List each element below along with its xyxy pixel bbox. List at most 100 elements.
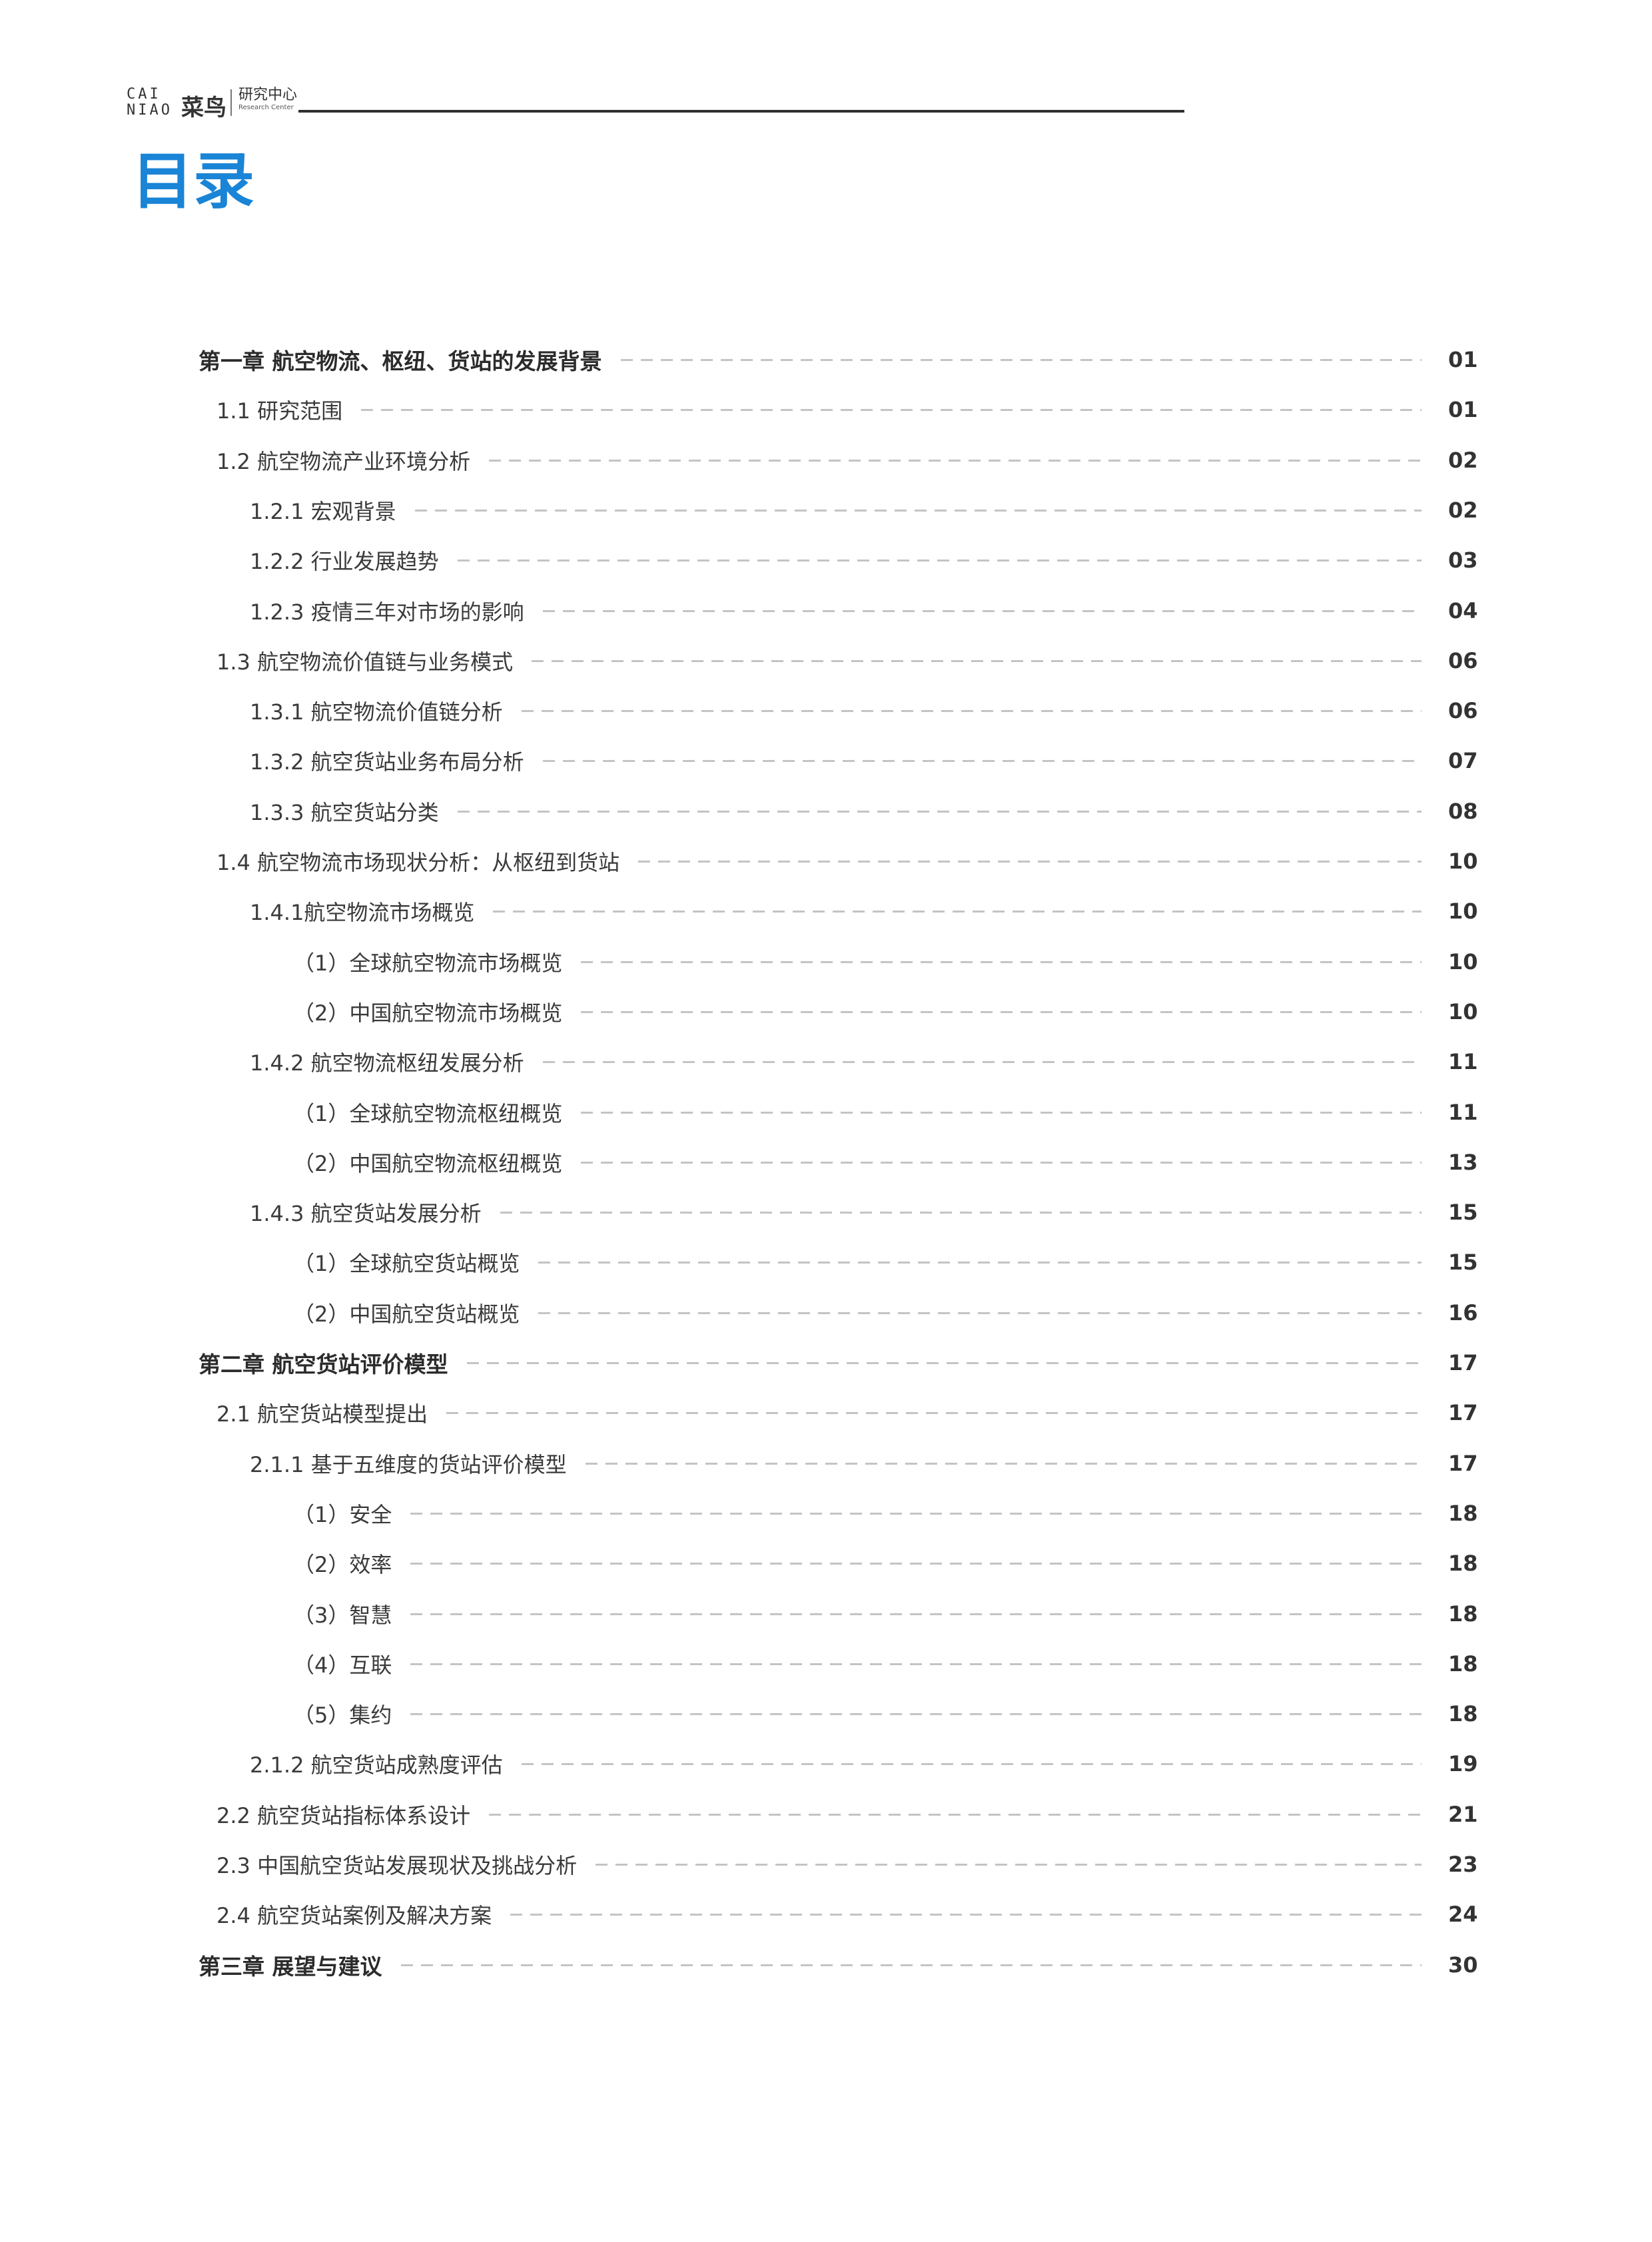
toc-entry-title: 1.2.1 宏观背景 <box>250 499 396 524</box>
toc-entry[interactable]: 2.4 航空货站案例及解决方案 24 <box>0 1894 1652 1934</box>
toc-entry-title: 1.3.3 航空货站分类 <box>250 800 439 825</box>
toc-entry[interactable]: 1.3.1 航空物流价值链分析 06 <box>0 691 1652 731</box>
toc-page-number: 03 <box>1448 548 1478 573</box>
dotted-leader <box>466 1361 1422 1364</box>
toc-entry[interactable]: 1.1 研究范围 01 <box>0 390 1652 430</box>
toc-entry-title: 1.2.3 疫情三年对市场的影响 <box>250 599 524 625</box>
toc-entry-title: 1.4 航空物流市场现状分析：从枢纽到货站 <box>216 850 620 875</box>
toc-page-number: 10 <box>1448 949 1478 974</box>
toc-entry-title: 2.2 航空货站指标体系设计 <box>216 1803 471 1828</box>
toc-entry[interactable]: 1.3.3 航空货站分类 08 <box>0 791 1652 831</box>
toc-entry[interactable]: （2）效率 18 <box>0 1543 1652 1583</box>
toc-entry[interactable]: 1.2.2 行业发展趋势 03 <box>0 540 1652 580</box>
toc-page-number: 10 <box>1448 999 1478 1024</box>
toc-page-number: 11 <box>1448 1049 1478 1074</box>
dotted-leader <box>410 1512 1422 1515</box>
toc-entry-title: 2.1.1 基于五维度的货站评价模型 <box>250 1452 567 1477</box>
toc-page-number: 02 <box>1448 498 1478 523</box>
toc-page-number: 17 <box>1448 1400 1478 1425</box>
toc-entry-title: 1.4.1航空物流市场概览 <box>250 900 475 925</box>
toc-entry[interactable]: 1.3 航空物流价值链与业务模式 06 <box>0 641 1652 681</box>
toc-entry-title: （2）中国航空物流市场概览 <box>293 1000 563 1026</box>
toc-page-number: 17 <box>1448 1350 1478 1375</box>
toc-entry-title: （2）中国航空物流枢纽概览 <box>293 1151 563 1176</box>
dotted-leader <box>581 960 1422 963</box>
toc-entry[interactable]: （2）中国航空物流市场概览 10 <box>0 992 1652 1032</box>
toc-page-number: 16 <box>1448 1300 1478 1325</box>
dotted-leader <box>581 1161 1422 1164</box>
logo-divider <box>230 89 232 116</box>
dotted-leader <box>457 559 1422 561</box>
dotted-leader <box>538 1261 1422 1264</box>
cainiao-logo-mark: CAI NIAO <box>127 86 173 119</box>
dotted-leader <box>581 1111 1422 1114</box>
dotted-leader <box>410 1663 1422 1665</box>
toc-entry[interactable]: 1.2.1 宏观背景 02 <box>0 490 1652 530</box>
toc-entry[interactable]: 1.2 航空物流产业环境分析 02 <box>0 440 1652 480</box>
toc-entry-title: 2.1.2 航空货站成熟度评估 <box>250 1752 503 1778</box>
toc-entry[interactable]: 2.1.1 基于五维度的货站评价模型 17 <box>0 1443 1652 1483</box>
toc-entry[interactable]: （5）集约 18 <box>0 1694 1652 1734</box>
toc-entry-title: 1.4.2 航空物流枢纽发展分析 <box>250 1050 524 1076</box>
toc-entry-title: （3）智慧 <box>293 1603 392 1628</box>
toc-entry[interactable]: 1.4.3 航空货站发展分析 15 <box>0 1192 1652 1232</box>
toc-entry[interactable]: （1）全球航空物流市场概览 10 <box>0 942 1652 982</box>
toc-entry-title: 1.3 航空物流价值链与业务模式 <box>216 649 514 675</box>
toc-entry[interactable]: （3）智慧 18 <box>0 1594 1652 1634</box>
toc-entry-title: 2.3 中国航空货站发展现状及挑战分析 <box>216 1853 578 1878</box>
toc-page-number: 13 <box>1448 1150 1478 1175</box>
toc-entry-title: 1.4.3 航空货站发展分析 <box>250 1201 482 1226</box>
toc-entry[interactable]: 2.2 航空货站指标体系设计 21 <box>0 1794 1652 1834</box>
dotted-leader <box>581 1010 1422 1013</box>
toc-entry[interactable]: 第一章 航空物流、枢纽、货站的发展背景 01 <box>0 340 1652 380</box>
toc-page-number: 18 <box>1448 1601 1478 1627</box>
dotted-leader <box>521 1762 1422 1765</box>
toc-entry-title: 1.1 研究范围 <box>216 398 343 424</box>
toc-entry[interactable]: 2.1 航空货站模型提出 17 <box>0 1393 1652 1433</box>
toc-entry[interactable]: 1.4.1航空物流市场概览 10 <box>0 891 1652 931</box>
toc-entry[interactable]: （2）中国航空货站概览 16 <box>0 1293 1652 1333</box>
dotted-leader <box>361 408 1422 411</box>
toc-entry[interactable]: 2.3 中国航空货站发展现状及挑战分析 23 <box>0 1844 1652 1884</box>
toc-page-number: 04 <box>1448 598 1478 623</box>
toc-entry[interactable]: 第二章 航空货站评价模型 17 <box>0 1343 1652 1383</box>
toc-entry-title: 2.1 航空货站模型提出 <box>216 1401 428 1427</box>
toc-page-number: 10 <box>1448 849 1478 874</box>
toc-entry[interactable]: （1）安全 18 <box>0 1493 1652 1533</box>
toc-entry[interactable]: 1.2.3 疫情三年对市场的影响 04 <box>0 591 1652 631</box>
research-center-en: Research Center <box>238 104 294 111</box>
toc-entry-title: （1）安全 <box>293 1502 392 1527</box>
toc-entry[interactable]: 第三章 展望与建议 30 <box>0 1945 1652 1985</box>
toc-page-number: 17 <box>1448 1451 1478 1476</box>
toc-entry-title: 1.3.2 航空货站业务布局分析 <box>250 749 524 775</box>
page-header: CAI NIAO 菜鸟 研究中心 Research Center <box>127 85 1184 125</box>
toc-entry-title: （1）全球航空物流市场概览 <box>293 950 563 976</box>
research-center-cn: 研究中心 <box>238 87 298 103</box>
toc-page-number: 06 <box>1448 698 1478 723</box>
toc-entry[interactable]: （2）中国航空物流枢纽概览 13 <box>0 1142 1652 1182</box>
toc-page-number: 18 <box>1448 1501 1478 1526</box>
toc-entry[interactable]: 1.4.2 航空物流枢纽发展分析 11 <box>0 1042 1652 1082</box>
toc-page-number: 19 <box>1448 1751 1478 1776</box>
toc-page-number: 30 <box>1448 1952 1478 1978</box>
toc-entry[interactable]: （4）互联 18 <box>0 1644 1652 1684</box>
cainiao-logo-text: 菜鸟 <box>181 95 226 121</box>
toc-page-number: 11 <box>1448 1100 1478 1125</box>
toc-page-number: 15 <box>1448 1200 1478 1225</box>
toc-entry[interactable]: 1.4 航空物流市场现状分析：从枢纽到货站 10 <box>0 841 1652 881</box>
toc-entry[interactable]: 1.3.2 航空货站业务布局分析 07 <box>0 741 1652 781</box>
dotted-leader <box>620 358 1422 361</box>
toc-entry-title: （2）中国航空货站概览 <box>293 1302 520 1327</box>
toc-entry-title: （4）互联 <box>293 1653 392 1678</box>
toc-entry[interactable]: （1）全球航空货站概览 15 <box>0 1242 1652 1282</box>
toc-entry[interactable]: （1）全球航空物流枢纽概览 11 <box>0 1092 1652 1132</box>
toc-entry-title: （2）效率 <box>293 1552 392 1577</box>
toc-entry-title: 1.2.2 行业发展趋势 <box>250 549 439 574</box>
toc-entry-title: 第一章 航空物流、枢纽、货站的发展背景 <box>199 348 602 374</box>
dotted-leader <box>493 910 1422 913</box>
toc-entry-title: 1.3.1 航空物流价值链分析 <box>250 699 503 725</box>
toc-entry[interactable]: 2.1.2 航空货站成熟度评估 19 <box>0 1744 1652 1784</box>
dotted-leader <box>489 459 1422 462</box>
toc-page-number: 01 <box>1448 347 1478 372</box>
toc-page-number: 10 <box>1448 899 1478 924</box>
